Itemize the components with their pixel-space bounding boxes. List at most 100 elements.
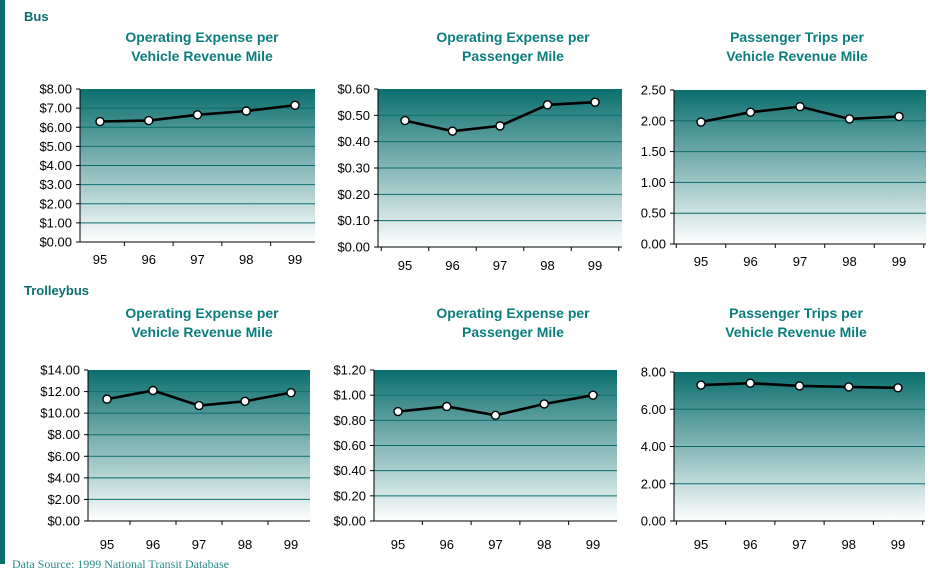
x-tick-label: 96 [142,252,156,267]
y-tick-label: 4.00 [641,439,666,454]
y-tick-label: $8.00 [39,82,72,97]
y-tick-label: 0.00 [641,514,666,529]
data-point [393,406,403,417]
x-tick-label: 97 [192,537,206,552]
section-label-trolleybus: Trolleybus [24,283,90,298]
chart-title: Operating Expense per Vehicle Revenue Mi… [90,304,314,342]
y-tick-label: $2.00 [39,196,72,211]
y-tick-label: $0.40 [333,463,366,478]
y-tick-label: 8.00 [641,365,666,380]
x-tick-label: 99 [588,258,602,273]
y-tick-label: $0.60 [333,438,366,453]
chart-title-line-1: Operating Expense per [125,29,279,45]
y-tick-label: 2.00 [641,113,666,128]
x-tick-label: 98 [238,537,252,552]
data-source-note: Data Source: 1999 National Transit Datab… [12,557,229,571]
y-tick-label: $0.30 [337,161,370,176]
x-tick-label: 99 [288,252,302,267]
chart-svg: 0.00 0.50 1.00 1.50 2.00 2.50 95 96 97 98 99 [641,83,926,269]
x-tick-label: 98 [537,537,551,552]
x-tick-label: 95 [391,537,405,552]
x-tick-label: 96 [743,537,757,552]
x-tick-label: 96 [146,537,160,552]
y-tick-label: $0.00 [47,514,80,529]
chart-title-line-2: Vehicle Revenue Mile [726,48,868,64]
y-tick-label: 0.00 [641,237,666,252]
chart-svg: $0.00 $0.20 $0.40 $0.60 $0.80 $1.00 $1.20 95 96 9… [333,363,617,552]
chart-panel-trolleybus-opex-vrm: Operating Expense per Vehicle Revenue Mi… [0,0,314,564]
chart-title: Operating Expense per Vehicle Revenue Mi… [90,28,314,66]
y-tick-label: $6.00 [47,449,80,464]
x-tick-label: 99 [891,537,905,552]
chart-title-line-1: Operating Expense per [125,305,279,321]
y-tick-label: $5.00 [39,139,72,154]
y-tick-label: $6.00 [39,120,72,135]
chart-svg: $0.00 $2.00 $4.00 $6.00 $8.00 $10.00 $12.00 $14… [40,363,310,552]
chart-title-line-2: Passenger Mile [462,48,564,64]
x-tick-label: 99 [892,254,906,269]
y-tick-label: $0.20 [333,488,366,503]
x-tick-label: 98 [842,537,856,552]
data-point [539,399,549,409]
y-tick-label: $1.20 [333,363,366,378]
y-tick-label: $0.60 [337,82,370,97]
y-tick-label: $8.00 [47,427,80,442]
y-tick-label: $2.00 [47,492,80,507]
x-tick-label: 95 [93,252,107,267]
chart-title-line-2: Vehicle Revenue Mile [131,48,273,64]
x-tick-label: 97 [792,537,806,552]
y-tick-label: 1.50 [641,144,666,159]
x-tick-label: 97 [493,258,507,273]
chart-panel-bus-opex-vrm: Operating Expense per Vehicle Revenue Mi… [0,0,315,280]
data-point [144,115,154,126]
x-tick-label: 98 [842,254,856,269]
x-tick-label: 97 [190,252,204,267]
y-tick-label: $1.00 [39,215,72,230]
data-point [696,117,706,127]
chart-title: Passenger Trips per Vehicle Revenue Mile [687,28,907,66]
data-point [745,107,756,117]
data-point [95,116,105,127]
y-tick-label: $0.20 [337,187,370,202]
y-tick-label: $0.00 [337,240,370,255]
data-point [795,101,805,112]
data-point [495,121,505,131]
y-tick-label: 2.00 [641,476,666,491]
chart-svg: $0.00 $1.00 $2.00 $3.00 $4.00 $5.00 $6.00 $7.00… [39,82,315,267]
x-tick-label: 95 [694,537,708,552]
y-tick-label: $4.00 [47,470,80,485]
plot-area [674,90,926,244]
y-tick-label: $0.50 [337,108,370,123]
chart-title-line-1: Passenger Trips per [729,305,863,321]
y-tick-label: $12.00 [40,384,80,399]
y-tick-label: $3.00 [39,177,72,192]
data-point [442,401,452,412]
data-point [844,382,854,392]
data-point [590,97,600,107]
x-tick-label: 97 [488,537,502,552]
data-point [240,396,250,406]
y-tick-label: 0.50 [641,206,666,221]
x-tick-label: 97 [793,254,807,269]
chart-title-line-1: Passenger Trips per [730,29,864,45]
chart-panel-bus-trips-vrm: Passenger Trips per Vehicle Revenue Mile… [0,0,940,280]
data-point [794,381,805,391]
chart-panel-bus-opex-pm: Operating Expense per Passenger Mile $0.… [0,0,630,280]
y-tick-label: $0.00 [333,514,366,529]
chart-title-line-1: Operating Expense per [436,305,590,321]
x-tick-label: 96 [743,254,757,269]
chart-title-line-2: Passenger Mile [462,324,564,340]
y-tick-label: $0.40 [337,134,370,149]
chart-title: Operating Expense per Passenger Mile [398,28,628,66]
chart-title-line-1: Operating Expense per [436,29,590,45]
chart-panel-trolleybus-opex-pm: Operating Expense per Passenger Mile $0.… [333,304,628,552]
y-tick-label: $1.00 [333,388,366,403]
x-tick-label: 99 [586,537,600,552]
x-tick-label: 99 [284,537,298,552]
chart-title: Operating Expense per Passenger Mile [398,304,628,342]
data-point [490,410,501,420]
data-point [542,100,553,110]
data-point [290,100,300,110]
